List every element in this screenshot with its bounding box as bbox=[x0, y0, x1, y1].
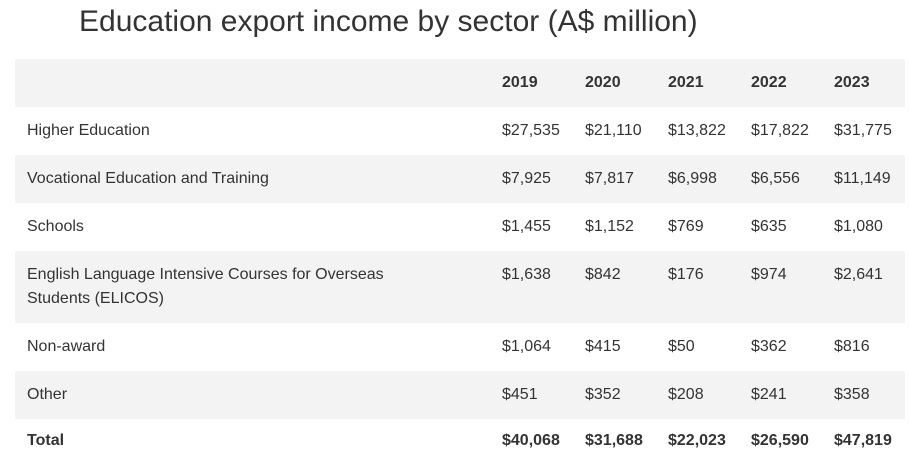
income-table: 2019 2020 2021 2022 2023 Higher Educatio… bbox=[15, 59, 905, 463]
cell-value: $241 bbox=[739, 371, 822, 419]
cell-value: $358 bbox=[822, 371, 905, 419]
total-value: $26,590 bbox=[751, 432, 809, 449]
table-row: Non-award $1,064 $415 $50 $362 $816 bbox=[15, 323, 905, 371]
total-label: Total bbox=[27, 432, 65, 449]
header-sector bbox=[15, 59, 490, 107]
total-value: $31,688 bbox=[585, 432, 643, 449]
header-year: 2022 bbox=[739, 59, 822, 107]
row-label: English Language Intensive Courses for O… bbox=[15, 251, 490, 323]
total-value: $47,819 bbox=[834, 432, 892, 449]
table-row: Vocational Education and Training $7,925… bbox=[15, 155, 905, 203]
header-year: 2021 bbox=[656, 59, 739, 107]
row-label: Higher Education bbox=[27, 122, 150, 139]
cell-value: $362 bbox=[751, 338, 787, 355]
cell-value: $842 bbox=[573, 251, 656, 323]
total-value: $22,023 bbox=[668, 432, 726, 449]
cell-value: $974 bbox=[739, 251, 822, 323]
cell-value: $1,638 bbox=[490, 251, 573, 323]
table-row: Higher Education $27,535 $21,110 $13,822… bbox=[15, 107, 905, 155]
row-label: Vocational Education and Training bbox=[15, 155, 490, 203]
cell-value: $1,064 bbox=[502, 338, 551, 355]
cell-value: $7,817 bbox=[573, 155, 656, 203]
header-row: 2019 2020 2021 2022 2023 bbox=[15, 59, 905, 107]
cell-value: $17,822 bbox=[751, 122, 809, 139]
cell-value: $769 bbox=[668, 218, 704, 235]
cell-value: $208 bbox=[656, 371, 739, 419]
cell-value: $31,775 bbox=[834, 122, 892, 139]
cell-value: $635 bbox=[751, 218, 787, 235]
cell-value: $816 bbox=[834, 338, 870, 355]
table-row: English Language Intensive Courses for O… bbox=[15, 251, 905, 323]
row-label: Other bbox=[15, 371, 490, 419]
cell-value: $1,455 bbox=[502, 218, 551, 235]
cell-value: $11,149 bbox=[822, 155, 905, 203]
total-value: $40,068 bbox=[502, 432, 560, 449]
header-year: 2020 bbox=[573, 59, 656, 107]
row-label: Schools bbox=[27, 218, 84, 235]
cell-value: $7,925 bbox=[490, 155, 573, 203]
table-title: Education export income by sector (A$ mi… bbox=[79, 5, 698, 38]
cell-value: $13,822 bbox=[668, 122, 726, 139]
cell-value: $352 bbox=[573, 371, 656, 419]
cell-value: $176 bbox=[656, 251, 739, 323]
table-row: Schools $1,455 $1,152 $769 $635 $1,080 bbox=[15, 203, 905, 251]
row-label: Non-award bbox=[27, 338, 106, 355]
cell-value: $1,152 bbox=[585, 218, 634, 235]
header-year: 2023 bbox=[822, 59, 905, 107]
cell-value: $21,110 bbox=[585, 122, 642, 139]
cell-value: $451 bbox=[490, 371, 573, 419]
cell-value: $415 bbox=[585, 338, 621, 355]
header-year: 2019 bbox=[490, 59, 573, 107]
cell-value: $50 bbox=[668, 338, 695, 355]
cell-value: $27,535 bbox=[502, 122, 560, 139]
cell-value: $6,998 bbox=[656, 155, 739, 203]
cell-value: $6,556 bbox=[739, 155, 822, 203]
cell-value: $2,641 bbox=[822, 251, 905, 323]
cell-value: $1,080 bbox=[834, 218, 883, 235]
total-row: Total $40,068 $31,688 $22,023 $26,590 $4… bbox=[15, 419, 905, 463]
table-row: Other $451 $352 $208 $241 $358 bbox=[15, 371, 905, 419]
